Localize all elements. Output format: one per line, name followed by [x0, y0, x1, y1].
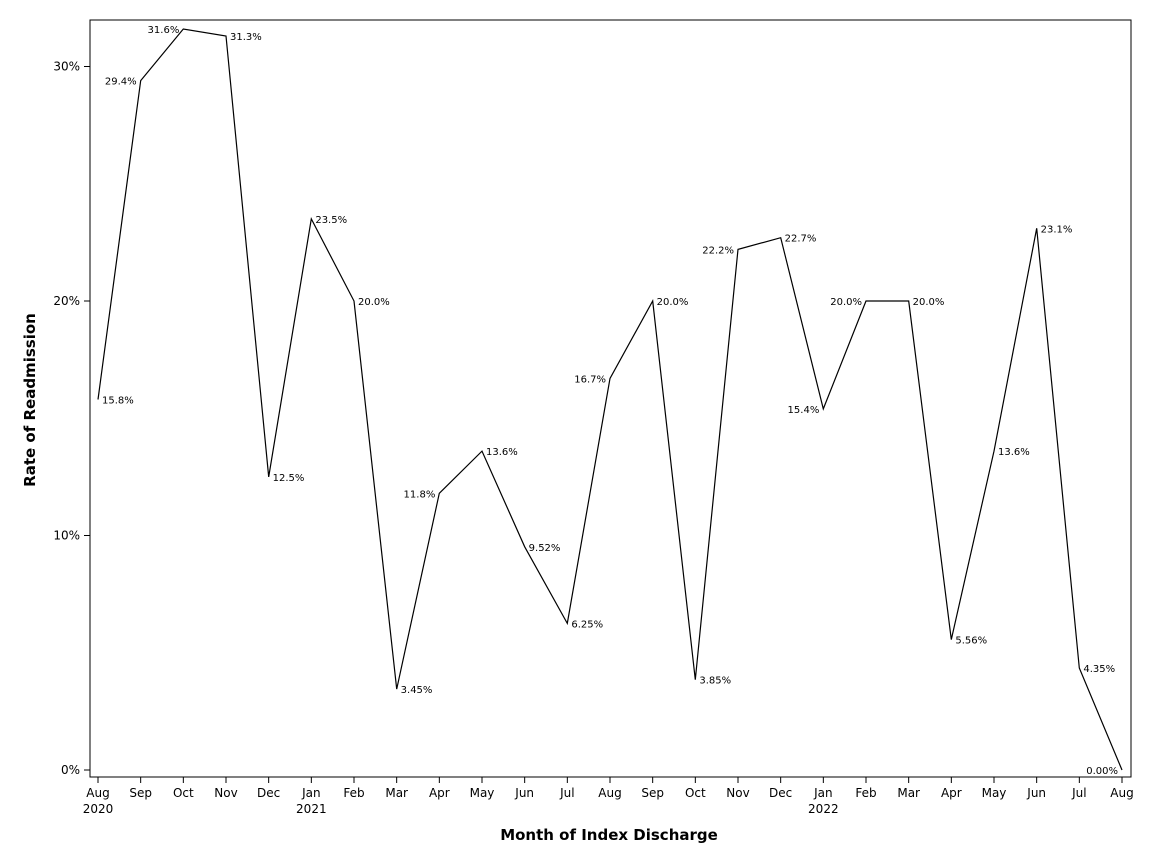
x-tick-label: Dec: [769, 786, 792, 800]
y-tick-label: 20%: [53, 294, 80, 308]
x-tick-label: Aug: [86, 786, 109, 800]
x-tick-label: Oct: [685, 786, 706, 800]
data-label: 15.8%: [102, 395, 134, 406]
data-label: 16.7%: [574, 374, 606, 385]
x-tick-label: Aug: [1110, 786, 1133, 800]
x-tick-label: Feb: [855, 786, 876, 800]
x-tick-label: Jul: [1071, 786, 1086, 800]
data-label: 0.00%: [1086, 766, 1118, 777]
data-label: 23.1%: [1041, 224, 1073, 235]
data-label: 20.0%: [358, 297, 390, 308]
data-label: 22.2%: [702, 245, 734, 256]
y-tick-label: 10%: [53, 529, 80, 543]
x-tick-label: Jan: [301, 786, 321, 800]
data-labels: 15.8% 29.4% 31.6% 31.3% 12.5% 23.5% 20.0% 3.45%…: [102, 25, 1118, 777]
data-label: 9.52%: [529, 543, 561, 554]
x-tick-label: Apr: [941, 786, 962, 800]
x-tick-label: Aug: [598, 786, 621, 800]
data-label: 29.4%: [105, 77, 137, 88]
x-tick-label: Sep: [641, 786, 664, 800]
data-label: 31.6%: [148, 25, 180, 36]
x-tick-label: Dec: [257, 786, 280, 800]
y-axis: 0% 10% 20% 30%: [53, 60, 90, 777]
x-tick-label: May: [470, 786, 495, 800]
data-label: 20.0%: [913, 297, 945, 308]
x-tick-label: Apr: [429, 786, 450, 800]
data-label: 12.5%: [273, 473, 305, 484]
data-label: 4.35%: [1083, 664, 1115, 675]
readmission-rate-line: [97, 28, 1123, 771]
x-tick-label: Feb: [343, 786, 364, 800]
data-label: 31.3%: [230, 32, 262, 43]
data-label: 20.0%: [830, 297, 862, 308]
x-year-label: 2021: [296, 802, 327, 816]
y-tick-label: 0%: [61, 763, 80, 777]
x-tick-label: Mar: [385, 786, 408, 800]
x-tick-label: Oct: [173, 786, 194, 800]
data-label: 13.6%: [486, 447, 518, 458]
x-year-label: 2022: [808, 802, 839, 816]
data-label: 3.85%: [699, 676, 731, 687]
data-label: 5.56%: [955, 636, 987, 647]
x-tick-label: May: [982, 786, 1007, 800]
x-tick-label: Mar: [897, 786, 920, 800]
data-label: 15.4%: [788, 405, 820, 416]
x-tick-label: Sep: [129, 786, 152, 800]
data-label: 11.8%: [404, 489, 436, 500]
x-tick-label: Jun: [514, 786, 534, 800]
data-label: 3.45%: [401, 685, 433, 696]
x-axis: Aug 2020 Sep Oct Nov Dec Jan 2021 Feb Mar Apr May Ju…: [83, 777, 1134, 816]
y-tick-label: 30%: [53, 60, 80, 74]
x-tick-label: Nov: [726, 786, 749, 800]
x-tick-label: Jul: [559, 786, 574, 800]
x-tick-label: Nov: [214, 786, 237, 800]
x-axis-title: Month of Index Discharge: [500, 826, 718, 844]
y-axis-title: Rate of Readmission: [21, 313, 39, 487]
data-label: 23.5%: [315, 215, 347, 226]
plot-frame: [89, 19, 1132, 778]
data-label: 20.0%: [657, 297, 689, 308]
x-year-label: 2020: [83, 802, 114, 816]
x-tick-label: Jun: [1026, 786, 1046, 800]
data-label: 22.7%: [785, 234, 817, 245]
data-label: 13.6%: [998, 447, 1030, 458]
x-tick-label: Jan: [813, 786, 833, 800]
data-label: 6.25%: [571, 619, 603, 630]
